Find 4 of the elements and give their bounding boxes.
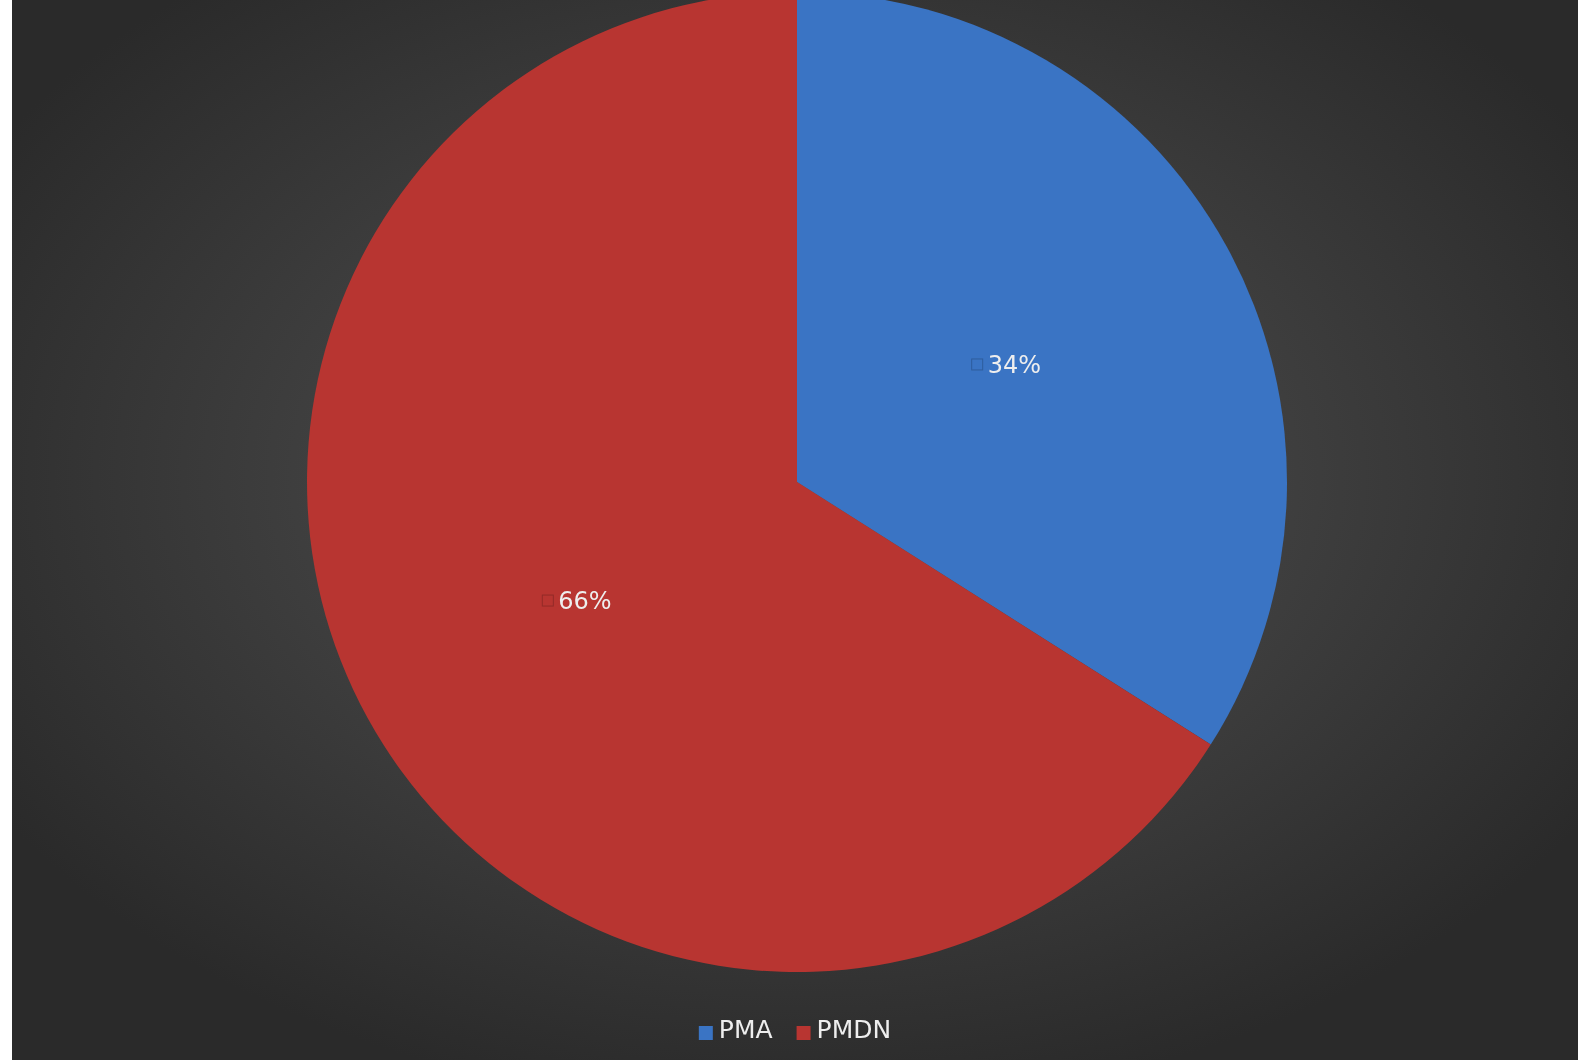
data-label: 34% [987, 350, 1042, 379]
legend-label: PMA [718, 1015, 773, 1044]
legend-label: PMDN [816, 1015, 892, 1044]
data-label: 66% [558, 587, 612, 616]
